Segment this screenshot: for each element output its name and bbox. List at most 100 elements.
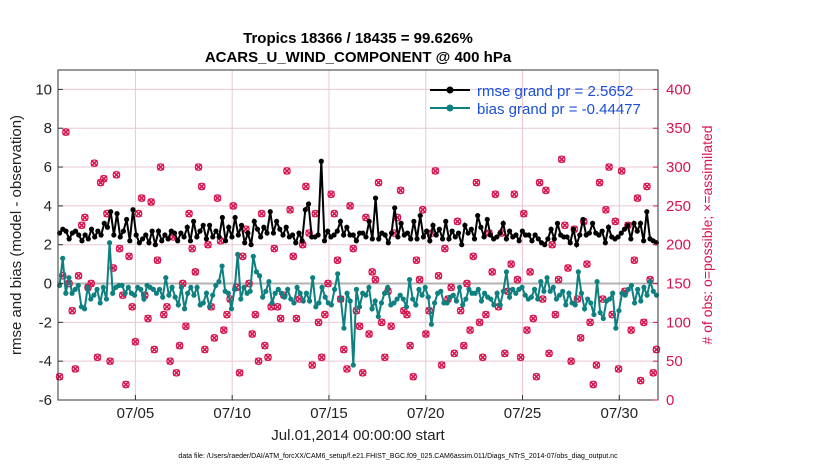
obs-count-marker <box>542 186 550 195</box>
obs-count-marker <box>302 182 310 191</box>
obs-count-marker <box>510 190 519 199</box>
rmse-point <box>344 224 350 230</box>
bias-point <box>153 290 160 296</box>
obs-assimilated-cross <box>112 171 120 179</box>
obs-possible-circle <box>592 361 601 369</box>
rmse-point <box>443 218 449 225</box>
bias-point <box>341 325 347 331</box>
bias-point <box>269 300 275 306</box>
obs-possible-circle <box>245 279 253 288</box>
obs-possible-circle <box>459 341 468 350</box>
y2-tick-label: 100 <box>666 314 691 331</box>
obs-assimilated-cross <box>144 314 152 323</box>
obs-count-marker <box>200 345 209 354</box>
bias-point <box>581 306 588 312</box>
bias-point <box>353 286 360 292</box>
obs-count-marker <box>77 221 86 230</box>
rmse-point <box>264 230 270 236</box>
obs-assimilated-cross <box>602 206 610 214</box>
obs-assimilated-cross <box>476 318 484 326</box>
rmse-point <box>232 214 238 221</box>
obs-possible-circle <box>308 361 317 369</box>
bias-point <box>66 275 72 281</box>
obs-possible-circle <box>371 275 380 284</box>
bias-point <box>88 296 94 302</box>
obs-count-marker <box>639 318 648 327</box>
rmse-point <box>76 232 82 238</box>
bias-point <box>231 286 238 292</box>
rmse-point <box>206 222 213 228</box>
obs-possible-circle <box>191 268 200 276</box>
obs-count-marker <box>144 314 152 323</box>
obs-possible-circle <box>254 357 263 366</box>
obs-assimilated-cross <box>261 342 269 350</box>
bias-point <box>616 308 622 314</box>
obs-count-marker <box>71 365 80 373</box>
obs-possible-circle <box>172 368 181 377</box>
rmse-point <box>618 230 624 236</box>
obs-possible-circle <box>204 240 212 249</box>
rmse-point <box>417 212 423 219</box>
y-tick-label: 10 <box>35 81 52 98</box>
obs-assimilated-cross <box>542 186 550 194</box>
obs-count-marker <box>327 190 336 199</box>
obs-assimilated-cross <box>204 241 212 249</box>
obs-count-marker <box>396 186 405 195</box>
y-tick-label: 6 <box>44 159 52 176</box>
obs-count-marker <box>463 279 471 288</box>
obs-assimilated-cross <box>630 256 638 264</box>
obs-possible-circle <box>573 295 582 303</box>
obs-count-marker <box>406 341 414 350</box>
obs-possible-circle <box>349 244 358 253</box>
bias-point <box>594 278 600 285</box>
obs-possible-circle <box>469 252 478 261</box>
obs-assimilated-cross <box>419 206 427 214</box>
obs-assimilated-cross <box>359 369 367 377</box>
y2-tick-label: 300 <box>666 159 691 176</box>
obs-assimilated-cross <box>564 264 572 272</box>
obs-possible-circle <box>510 190 519 199</box>
chart-title: Tropics 18366 / 18435 = 99.626% <box>243 30 473 47</box>
obs-assimilated-cross <box>258 210 266 218</box>
obs-possible-circle <box>488 268 497 276</box>
obs-possible-circle <box>150 345 159 354</box>
obs-count-marker <box>440 244 449 253</box>
bias-point <box>328 302 335 308</box>
obs-count-marker <box>163 302 171 311</box>
bias-point <box>363 292 369 298</box>
bias-point <box>260 294 266 300</box>
legend[interactable]: rmse grand pr = 2.5652 bias grand pr = -… <box>430 83 641 118</box>
bias-point <box>350 362 356 368</box>
obs-assimilated-cross <box>93 353 102 361</box>
obs-possible-circle <box>317 353 326 362</box>
obs-assimilated-cross <box>501 349 509 357</box>
bias-point <box>331 286 338 292</box>
obs-count-marker <box>377 318 386 327</box>
bias-point <box>631 300 638 306</box>
bias-point <box>225 290 231 296</box>
obs-possible-circle <box>456 306 465 315</box>
obs-possible-circle <box>182 322 190 331</box>
obs-possible-circle <box>500 349 509 358</box>
bias-point <box>597 310 603 316</box>
obs-assimilated-cross <box>198 182 206 191</box>
obs-assimilated-cross <box>346 202 354 210</box>
obs-possible-circle <box>560 221 569 230</box>
bias-point <box>69 290 75 296</box>
obs-possible-circle <box>62 128 70 136</box>
obs-assimilated-cross <box>529 314 537 323</box>
obs-assimilated-cross <box>548 241 556 249</box>
bias-point <box>247 288 253 294</box>
obs-possible-circle <box>153 256 162 265</box>
bias-point <box>241 284 247 291</box>
obs-assimilated-cross <box>596 179 604 187</box>
rmse-point <box>165 236 171 242</box>
rmse-point <box>124 216 130 223</box>
obs-assimilated-cross <box>90 159 98 167</box>
y-tick-label: -6 <box>39 392 52 409</box>
bias-point <box>628 282 635 289</box>
obs-assimilated-cross <box>131 338 139 346</box>
obs-count-marker <box>466 326 474 334</box>
bias-point <box>538 278 544 285</box>
rmse-point <box>503 236 510 242</box>
